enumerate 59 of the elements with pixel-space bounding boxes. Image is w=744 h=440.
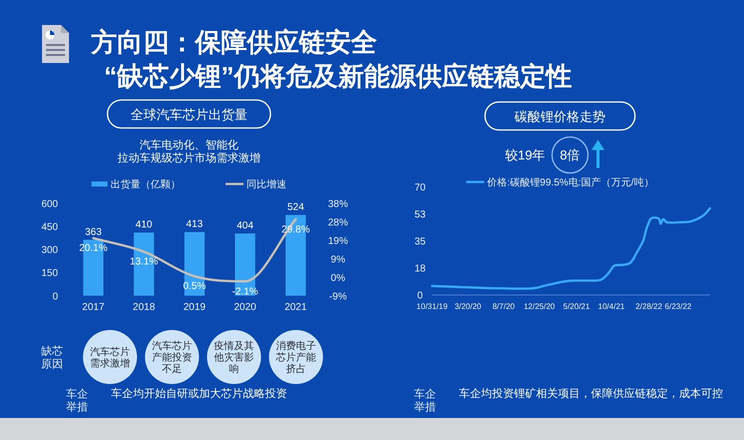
- y2-tick-label: 9%: [330, 254, 346, 266]
- x-tick-label: 2020: [234, 302, 257, 313]
- x-tick-label: 2/28/22: [635, 302, 663, 311]
- legend-label: 出货量（亿颗）: [110, 178, 180, 191]
- data-label: 20.1%: [79, 243, 108, 254]
- y-tick-label: 600: [41, 198, 58, 210]
- data-label: 13.1%: [130, 256, 158, 268]
- y-tick-label: 0: [417, 290, 424, 302]
- y-tick-label: 35: [414, 236, 426, 248]
- text: 疫情及其他灾害影响: [214, 340, 254, 376]
- x-tick-label: 2017: [82, 302, 105, 313]
- text: 车企举措: [414, 387, 436, 414]
- chart-title: 全球汽车芯片出货量: [130, 107, 248, 122]
- text: 汽车芯片产能投资不足: [152, 340, 192, 376]
- data-label: 413: [186, 219, 204, 230]
- legend-label: 同比增速: [246, 178, 286, 191]
- y2-tick-label: 28%: [328, 217, 348, 228]
- text: 较19年: [504, 148, 546, 163]
- bar: [184, 232, 205, 296]
- text: 车企均开始自研或加大芯片战略投资: [111, 387, 287, 400]
- x-tick-label: 6/23/22: [664, 302, 692, 311]
- data-label: 404: [236, 220, 254, 232]
- y-tick-label: 0: [52, 291, 58, 302]
- text: 8倍: [560, 148, 580, 163]
- y-tick-label: 53: [414, 209, 426, 220]
- text: 缺芯原因: [41, 344, 63, 370]
- y2-tick-label: 38%: [328, 198, 348, 210]
- text: “缺芯少锂”仍将危及新能源供应链稳定性: [104, 61, 572, 91]
- y-tick-label: 450: [41, 222, 58, 233]
- y-tick-label: 70: [414, 182, 426, 194]
- text: 汽车芯片需求激增: [90, 346, 130, 370]
- x-tick-label: 2019: [183, 302, 206, 313]
- y2-tick-label: 19%: [328, 236, 348, 247]
- y-tick-label: 150: [41, 268, 58, 280]
- legend-label: 价格:碳酸锂99.5%电:国产（万元/吨）: [486, 176, 654, 189]
- y-tick-label: 300: [41, 245, 58, 256]
- chart-subtitle: 汽车电动化、智能化拉动车规级芯片市场需求激增: [118, 138, 260, 164]
- text: 车企举措: [66, 387, 88, 414]
- x-tick-label: 2021: [284, 302, 308, 313]
- x-tick-label: 10/31/19: [416, 302, 448, 311]
- y-tick-label: 18: [414, 264, 426, 275]
- x-tick-label: 12/25/20: [524, 302, 556, 311]
- y2-tick-label: -9%: [329, 291, 347, 302]
- x-tick-label: 8/7/20: [492, 302, 516, 311]
- data-label: 410: [136, 220, 153, 231]
- data-label: -2.1%: [232, 286, 258, 298]
- x-tick-label: 2018: [132, 302, 156, 313]
- text: 方向四：保障供应链安全: [90, 27, 378, 57]
- data-label: 0.5%: [183, 281, 206, 292]
- y2-tick-label: 0%: [330, 272, 346, 284]
- data-label: 524: [287, 202, 304, 214]
- line-series: [430, 207, 712, 290]
- x-tick-label: 5/20/21: [563, 302, 590, 311]
- x-tick-label: 10/4/21: [598, 302, 626, 311]
- text: 消费电子芯片产能挤占: [275, 340, 316, 376]
- text: 车企均投资锂矿相关项目，保障供应链稳定，成本可控: [459, 387, 723, 400]
- chart-title: 碳酸锂价格走势: [514, 109, 606, 124]
- x-tick-label: 3/20/20: [454, 302, 482, 311]
- data-label: 363: [84, 226, 102, 238]
